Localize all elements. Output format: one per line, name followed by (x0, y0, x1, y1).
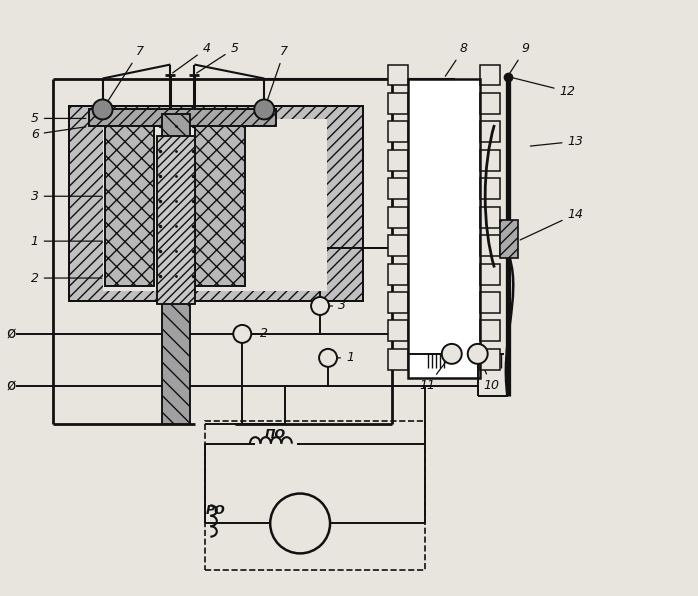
Text: 1: 1 (31, 235, 102, 247)
Bar (105, 125, 154, 286)
Text: 5: 5 (197, 42, 238, 73)
Text: 9: 9 (509, 42, 530, 74)
Text: 7: 7 (104, 45, 144, 107)
Bar (408, 79, 480, 378)
Bar (105, 125, 154, 286)
Bar (480, 263, 500, 284)
Bar (195, 125, 245, 286)
Text: ø: ø (6, 327, 15, 342)
Bar (68, 107, 363, 301)
Text: ø: ø (6, 378, 15, 393)
Bar (480, 93, 500, 114)
Text: 11: 11 (419, 356, 450, 392)
Bar (158, 136, 195, 304)
Circle shape (254, 100, 274, 119)
Bar (388, 321, 408, 342)
Bar (480, 64, 500, 85)
Bar (480, 150, 500, 171)
Bar (388, 263, 408, 284)
Circle shape (319, 349, 337, 367)
Text: 5: 5 (31, 112, 86, 125)
Bar (388, 122, 408, 142)
Bar (388, 150, 408, 171)
Circle shape (468, 344, 488, 364)
Bar (480, 207, 500, 228)
Text: 12: 12 (510, 77, 576, 98)
Text: РО: РО (205, 504, 225, 517)
Text: 3: 3 (31, 190, 102, 203)
Text: 8: 8 (445, 42, 468, 76)
Bar (158, 136, 195, 304)
Text: 13: 13 (530, 135, 584, 148)
Circle shape (311, 297, 329, 315)
Text: 2: 2 (31, 272, 102, 284)
Bar (205, 421, 425, 570)
Bar (480, 321, 500, 342)
Bar (89, 110, 276, 126)
Bar (68, 107, 363, 301)
Bar (388, 178, 408, 199)
Text: 10: 10 (479, 356, 500, 392)
Text: 4: 4 (172, 42, 210, 73)
Circle shape (442, 344, 462, 364)
Bar (103, 119, 327, 291)
Bar (480, 178, 500, 199)
Bar (480, 122, 500, 142)
Text: 7: 7 (265, 45, 288, 107)
Bar (163, 114, 191, 424)
Text: 1: 1 (331, 352, 354, 364)
Bar (388, 235, 408, 256)
Bar (163, 114, 191, 424)
Bar (408, 79, 480, 378)
Bar (195, 125, 245, 286)
Bar (388, 349, 408, 370)
Bar (388, 207, 408, 228)
Bar (480, 349, 500, 370)
Bar (89, 110, 276, 126)
Circle shape (233, 325, 251, 343)
Bar (480, 292, 500, 313)
Text: 14: 14 (520, 207, 584, 240)
Text: 2: 2 (245, 327, 268, 340)
Bar (500, 220, 518, 258)
Bar (388, 93, 408, 114)
Bar (480, 235, 500, 256)
Text: 6: 6 (31, 127, 86, 141)
Text: ПО: ПО (265, 428, 285, 440)
Bar (388, 292, 408, 313)
Bar (388, 64, 408, 85)
Text: 3: 3 (323, 299, 346, 312)
Circle shape (93, 100, 112, 119)
